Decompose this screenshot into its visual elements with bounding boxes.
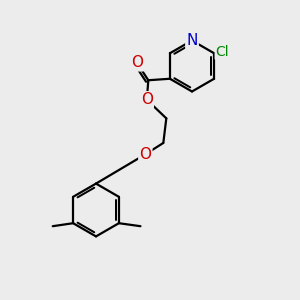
Text: O: O	[131, 55, 143, 70]
Text: O: O	[139, 147, 151, 162]
Text: O: O	[141, 92, 153, 107]
Text: N: N	[186, 33, 198, 48]
Text: Cl: Cl	[216, 45, 229, 59]
